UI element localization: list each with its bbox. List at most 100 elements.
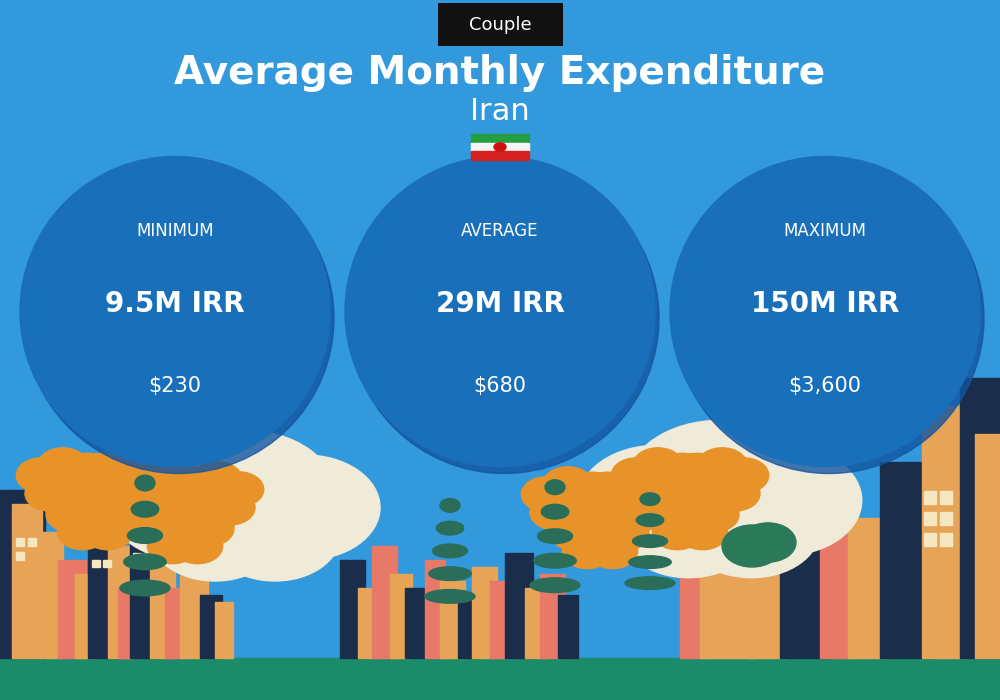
Circle shape [582,473,632,508]
Ellipse shape [625,577,675,589]
Bar [558,595,578,658]
Circle shape [106,472,156,507]
Bar [924,491,936,504]
Bar [12,504,42,658]
Ellipse shape [436,522,464,535]
Bar [150,560,175,658]
Circle shape [38,448,88,483]
Circle shape [97,485,147,520]
Circle shape [173,528,223,564]
Ellipse shape [345,157,655,466]
Circle shape [683,482,820,578]
Ellipse shape [349,164,659,473]
Circle shape [115,476,165,511]
Bar [28,538,36,546]
Bar [390,574,412,658]
Bar [340,560,365,658]
Text: 150M IRR: 150M IRR [751,290,899,318]
Bar [703,536,713,546]
Bar [780,448,830,658]
Circle shape [620,495,670,530]
Bar [0,490,45,658]
Circle shape [153,468,203,503]
Ellipse shape [674,164,984,473]
Text: Iran: Iran [470,97,530,127]
Bar [471,134,529,143]
Bar [975,434,1000,658]
Bar [75,574,95,658]
Circle shape [83,514,133,550]
Bar [108,546,133,658]
Text: $230: $230 [148,376,202,396]
Bar [820,504,855,658]
Bar [88,518,123,658]
Ellipse shape [670,157,980,466]
Circle shape [63,454,113,489]
Circle shape [626,420,814,553]
Bar [133,553,141,560]
Circle shape [77,454,127,489]
Bar [525,588,547,658]
Bar [0,658,1000,700]
Bar [38,532,63,658]
Circle shape [588,533,638,568]
Bar [924,533,936,546]
Circle shape [578,445,736,556]
Circle shape [60,469,130,518]
Circle shape [722,525,782,567]
Bar [940,491,952,504]
Circle shape [568,473,618,508]
Bar [200,595,222,658]
Circle shape [46,497,96,532]
Bar [172,480,180,514]
Ellipse shape [534,553,576,568]
Bar [118,588,140,658]
Ellipse shape [538,529,572,543]
Circle shape [697,448,747,483]
Bar [160,466,168,507]
Bar [680,532,708,658]
Circle shape [521,477,571,512]
Bar [940,533,952,546]
Circle shape [115,490,165,525]
Bar [960,378,1000,658]
Circle shape [655,469,725,518]
Circle shape [16,458,66,493]
Circle shape [167,468,217,503]
Circle shape [678,514,728,550]
Circle shape [155,430,335,556]
Circle shape [57,514,107,550]
Bar [703,514,713,525]
Bar [880,462,930,658]
Circle shape [543,467,593,502]
Bar [405,588,433,658]
Circle shape [692,485,742,520]
Bar [92,560,100,567]
Ellipse shape [629,556,671,568]
Bar [540,574,565,658]
Ellipse shape [633,535,668,547]
Ellipse shape [135,475,155,491]
Circle shape [599,516,649,551]
Text: 29M IRR: 29M IRR [436,290,564,318]
Bar [458,595,480,658]
Ellipse shape [541,504,569,519]
Circle shape [25,476,75,511]
Bar [472,567,497,658]
Circle shape [530,495,580,530]
Circle shape [629,477,679,512]
Ellipse shape [530,578,580,592]
Circle shape [602,504,652,539]
Circle shape [43,485,93,520]
Circle shape [124,458,174,493]
Circle shape [638,485,688,520]
Circle shape [633,448,683,483]
Text: MAXIMUM: MAXIMUM [784,222,866,240]
Bar [505,553,533,658]
Bar [215,602,233,658]
Circle shape [740,523,796,562]
Circle shape [102,448,152,483]
Bar [471,143,529,151]
Ellipse shape [131,501,159,517]
Circle shape [658,454,708,489]
